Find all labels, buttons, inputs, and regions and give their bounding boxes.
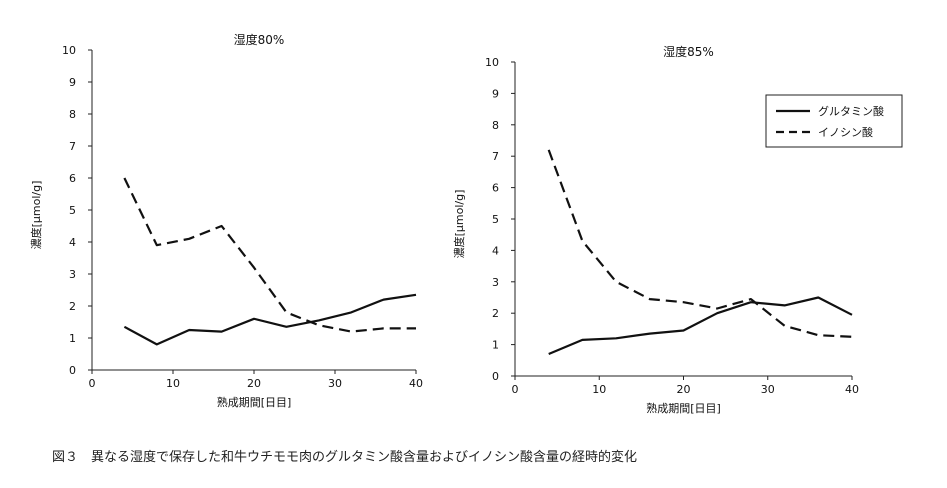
y-tick-label: 1	[492, 339, 499, 352]
x-tick-label: 0	[89, 377, 96, 390]
y-tick-label: 4	[492, 244, 499, 257]
x-tick-label: 40	[845, 383, 859, 396]
legend-box	[765, 94, 903, 148]
x-tick-label: 10	[592, 383, 606, 396]
x-tick-label: 20	[247, 377, 261, 390]
y-axis-label: 濃度[μmol/g]	[452, 190, 466, 259]
y-tick-label: 1	[69, 332, 76, 345]
y-tick-label: 5	[69, 204, 76, 217]
figure-caption: 図３ 異なる湿度で保存した和牛ウチモモ肉のグルタミン酸含量およびイノシン酸含量の…	[52, 450, 638, 465]
y-tick-label: 3	[69, 268, 76, 281]
y-tick-label: 3	[492, 276, 499, 289]
x-tick-label: 30	[761, 383, 775, 396]
x-tick-label: 30	[328, 377, 342, 390]
series-line-glutamic	[123, 293, 417, 346]
y-tick-label: 10	[62, 44, 76, 57]
x-axis-label: 熟成期間[日目]	[646, 401, 721, 415]
x-tick-label: 10	[166, 377, 180, 390]
chart-title: 湿度80%	[234, 32, 285, 47]
series-line-inosinic	[547, 149, 853, 338]
x-tick-label: 20	[677, 383, 691, 396]
y-tick-label: 0	[69, 364, 76, 377]
y-tick-label: 2	[69, 300, 76, 313]
y-tick-label: 4	[69, 236, 76, 249]
y-tick-label: 0	[492, 370, 499, 383]
x-tick-label: 0	[512, 383, 519, 396]
legend-label: イノシン酸	[818, 125, 873, 139]
y-tick-label: 9	[492, 87, 499, 100]
series-line-glutamic	[548, 296, 853, 356]
y-tick-label: 6	[492, 182, 499, 195]
series-line-inosinic	[123, 177, 416, 333]
y-tick-label: 8	[492, 119, 499, 132]
y-tick-label: 9	[69, 76, 76, 89]
y-tick-label: 8	[69, 108, 76, 121]
y-tick-label: 7	[69, 140, 76, 153]
y-tick-label: 7	[492, 150, 499, 163]
y-axis-label: 濃度[μmol/g]	[29, 181, 43, 250]
y-tick-label: 2	[492, 307, 499, 320]
legend-label: グルタミン酸	[818, 104, 884, 118]
chart-panel-1: 0 1 2 3 4 5 6 7 8 9 10 0 10 20 30 40 湿度80% 熟成期間[日目] 濃度[μmo…	[29, 32, 423, 409]
x-axis-label: 熟成期間[日目]	[217, 395, 292, 409]
y-tick-label: 10	[485, 56, 499, 69]
y-tick-label: 6	[69, 172, 76, 185]
y-tick-label: 5	[492, 213, 499, 226]
chart-panel-2: 0 1 2 3 4 5 6 7 8 9 10 0 10 20 30 40 湿度85% 熟成期間[日目] 濃度[μmo…	[452, 44, 903, 415]
x-tick-label: 40	[409, 377, 423, 390]
chart-title: 湿度85%	[663, 44, 714, 59]
